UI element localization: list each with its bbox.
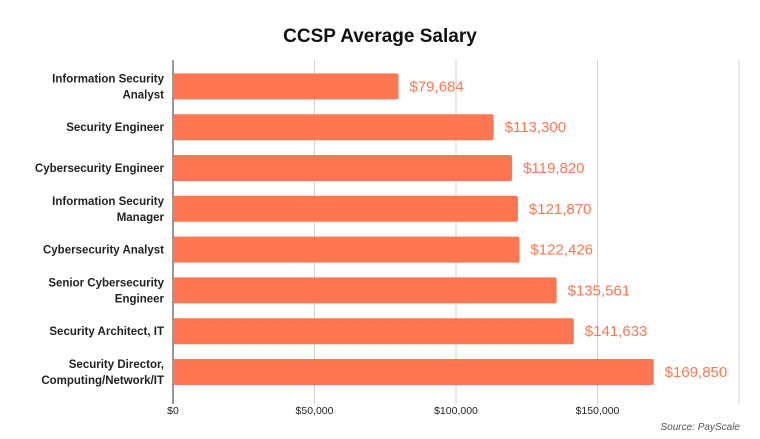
x-tick-label: $0 <box>167 405 179 417</box>
value-label: $141,633 <box>585 323 648 340</box>
category-label: Information Security <box>52 196 164 208</box>
chart-title: CCSP Average Salary <box>283 26 477 47</box>
value-label: $122,426 <box>530 242 593 259</box>
category-label: Cybersecurity Analyst <box>43 245 164 257</box>
category-label: Security Engineer <box>66 122 164 134</box>
bar <box>173 277 557 304</box>
x-tick-label: $100,000 <box>434 405 478 417</box>
bar <box>173 236 520 263</box>
category-label: Computing/Network/IT <box>41 375 164 387</box>
category-label: Senior Cybersecurity <box>48 277 164 289</box>
source-note: Source: PayScale <box>661 422 741 433</box>
bar <box>173 155 513 181</box>
category-label: Manager <box>117 212 165 224</box>
value-label: $79,684 <box>410 78 464 95</box>
value-label: $135,561 <box>568 282 631 299</box>
category-label: Engineer <box>115 293 165 305</box>
x-tick-label: $50,000 <box>296 405 334 417</box>
bar <box>173 114 494 141</box>
x-tick-label: $150,000 <box>576 405 620 417</box>
value-label: $169,850 <box>665 364 728 381</box>
value-label: $121,870 <box>529 201 592 218</box>
bar <box>173 195 518 222</box>
category-label: Information Security <box>52 73 164 85</box>
bar <box>173 73 399 100</box>
bar <box>173 359 654 385</box>
value-label: $113,300 <box>505 119 566 136</box>
category-label: Security Director, <box>69 359 164 371</box>
category-label: Analyst <box>122 89 164 101</box>
category-label: Security Architect, IT <box>49 326 164 338</box>
value-label: $119,820 <box>523 160 584 177</box>
bar <box>173 318 574 345</box>
category-label: Cybersecurity Engineer <box>35 163 165 175</box>
